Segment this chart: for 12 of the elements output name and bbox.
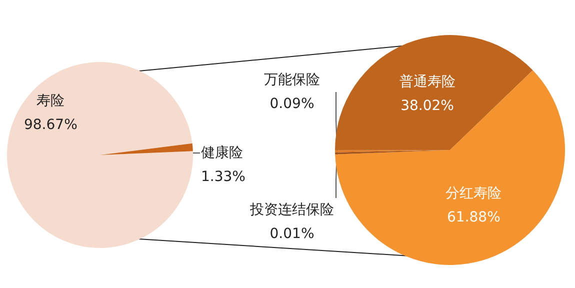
data-label: 98.67% xyxy=(24,117,78,134)
slice-label: 投资连结保险 xyxy=(249,202,334,218)
slice-label: 分红寿险 xyxy=(446,186,502,202)
slice-label: 万能保险 xyxy=(264,72,320,88)
data-label: 1.33% xyxy=(201,169,246,185)
slice-label: 普通寿险 xyxy=(399,72,456,90)
data-label: 0.01% xyxy=(270,226,314,242)
data-label: 0.09% xyxy=(270,96,314,112)
slice-label: 健康险 xyxy=(201,145,243,161)
slice-label: 寿险 xyxy=(36,93,65,110)
data-label: 61.88% xyxy=(447,210,500,226)
data-label: 38.02% xyxy=(400,98,454,114)
